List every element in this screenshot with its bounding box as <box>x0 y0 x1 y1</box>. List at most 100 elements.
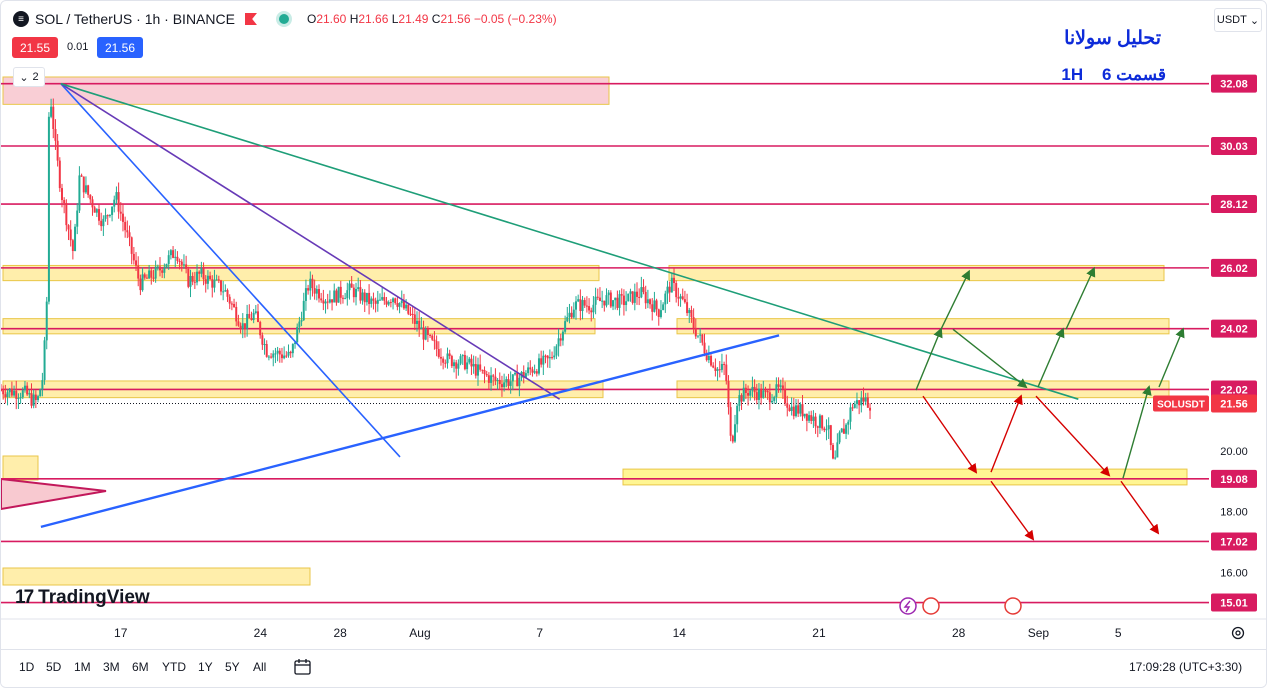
range-button[interactable]: All <box>253 660 267 674</box>
candle-body <box>56 140 59 161</box>
candle-body <box>317 289 320 299</box>
candle-body <box>167 255 170 264</box>
candle-body <box>453 362 456 367</box>
candle-body <box>723 364 726 366</box>
candle-body <box>222 291 225 293</box>
candle-body <box>416 320 419 324</box>
candle-body <box>598 297 601 302</box>
x-tick-label: 7 <box>536 626 543 640</box>
candle-body <box>442 358 445 363</box>
candle-body <box>180 261 183 265</box>
candle-body <box>230 303 233 305</box>
candle-body <box>95 209 98 213</box>
candle-body <box>546 355 549 359</box>
analysis-subtitle: 1H قسمت 6 <box>1061 65 1166 84</box>
candle-body <box>296 326 299 343</box>
candle-body <box>243 323 246 329</box>
range-button[interactable]: 1Y <box>198 660 213 674</box>
candle-body <box>694 328 697 337</box>
candle-body <box>816 426 819 428</box>
candle-body <box>710 355 713 366</box>
level-price-tag <box>1211 380 1257 399</box>
candle-body <box>307 288 310 291</box>
candle-body <box>21 390 24 398</box>
candle-body <box>431 335 434 340</box>
candle-body <box>339 286 342 298</box>
candle-body <box>766 390 769 393</box>
candle-body <box>409 313 412 315</box>
calendar-range-icon[interactable] <box>293 658 313 676</box>
candle-body <box>191 276 194 282</box>
candle-body <box>540 358 543 365</box>
trendline <box>60 83 401 458</box>
price-chart[interactable]: 32.08 30.03 28.12 26.02 24.02 22.02 19.08 17.02… <box>1 1 1266 649</box>
candle-body <box>771 400 774 403</box>
change-value: −0.05 (−0.23%) <box>473 12 557 26</box>
level-price-label: 19.08 <box>1220 474 1248 486</box>
candle-body <box>494 376 497 381</box>
range-button[interactable]: 1D <box>19 660 35 674</box>
candle-body <box>511 374 514 382</box>
candle-body <box>13 390 16 396</box>
gear-icon[interactable] <box>1230 625 1246 641</box>
candle-body <box>855 400 858 404</box>
candle-body <box>596 296 599 298</box>
candle-body <box>257 311 260 323</box>
candle-body <box>185 264 188 269</box>
candle-body <box>446 353 449 364</box>
candle-body <box>26 385 29 395</box>
candle-body <box>801 404 804 417</box>
candle-body <box>39 389 42 397</box>
range-button[interactable]: 1M <box>74 660 91 674</box>
candle-body <box>705 353 708 361</box>
range-button[interactable]: 6M <box>132 660 149 674</box>
candle-body <box>350 283 353 288</box>
candle-body <box>237 321 240 326</box>
currency-select[interactable]: USDT ⌄ <box>1214 8 1262 32</box>
candle-body <box>483 370 486 375</box>
candle-body <box>757 388 760 400</box>
candle-body <box>405 304 408 309</box>
candle-body <box>690 310 693 318</box>
indicators-count: 2 <box>32 71 39 83</box>
red-flag-icon[interactable] <box>244 13 257 25</box>
level-price-label: 32.08 <box>1220 79 1248 91</box>
candle-body <box>213 279 216 288</box>
candle-body <box>418 320 421 330</box>
candle-body <box>315 289 318 294</box>
candle-body <box>241 323 244 329</box>
candle-body <box>254 311 257 313</box>
candle-body <box>631 291 634 303</box>
candle-body <box>324 301 327 304</box>
scenario-arrow <box>1035 395 1111 477</box>
symbol-title[interactable]: SOL / TetherUS · 1h · BINANCE <box>35 11 235 27</box>
sell-price-button[interactable]: 21.55 <box>12 37 58 58</box>
tradingview-watermark[interactable]: 17 TradingView <box>15 587 150 609</box>
clock-readout[interactable]: 17:09:28 (UTC+3:30) <box>1129 660 1243 674</box>
candle-body <box>84 185 87 193</box>
candle-body <box>823 428 826 431</box>
candle-body <box>572 309 575 318</box>
range-button[interactable]: YTD <box>162 660 186 674</box>
candle-body <box>163 267 166 273</box>
candle-body <box>814 416 817 427</box>
range-button[interactable]: 5D <box>46 660 62 674</box>
range-button[interactable]: 5Y <box>225 660 240 674</box>
candle-body <box>267 356 270 358</box>
candle-body <box>69 229 72 241</box>
candle-body <box>52 106 55 129</box>
candle-body <box>141 274 144 291</box>
candle-body <box>235 306 238 322</box>
candle-body <box>23 385 26 391</box>
candle-body <box>376 299 379 304</box>
candle-body <box>100 220 103 227</box>
indicators-toggle-button[interactable]: ⌄ 2 <box>13 67 45 87</box>
candle-body <box>642 287 645 292</box>
open-label: O <box>306 12 317 26</box>
range-button[interactable]: 3M <box>103 660 120 674</box>
buy-price-button[interactable]: 21.56 <box>97 37 143 58</box>
candle-body <box>250 318 253 320</box>
candle-body <box>158 266 161 271</box>
candle-body <box>644 291 647 304</box>
